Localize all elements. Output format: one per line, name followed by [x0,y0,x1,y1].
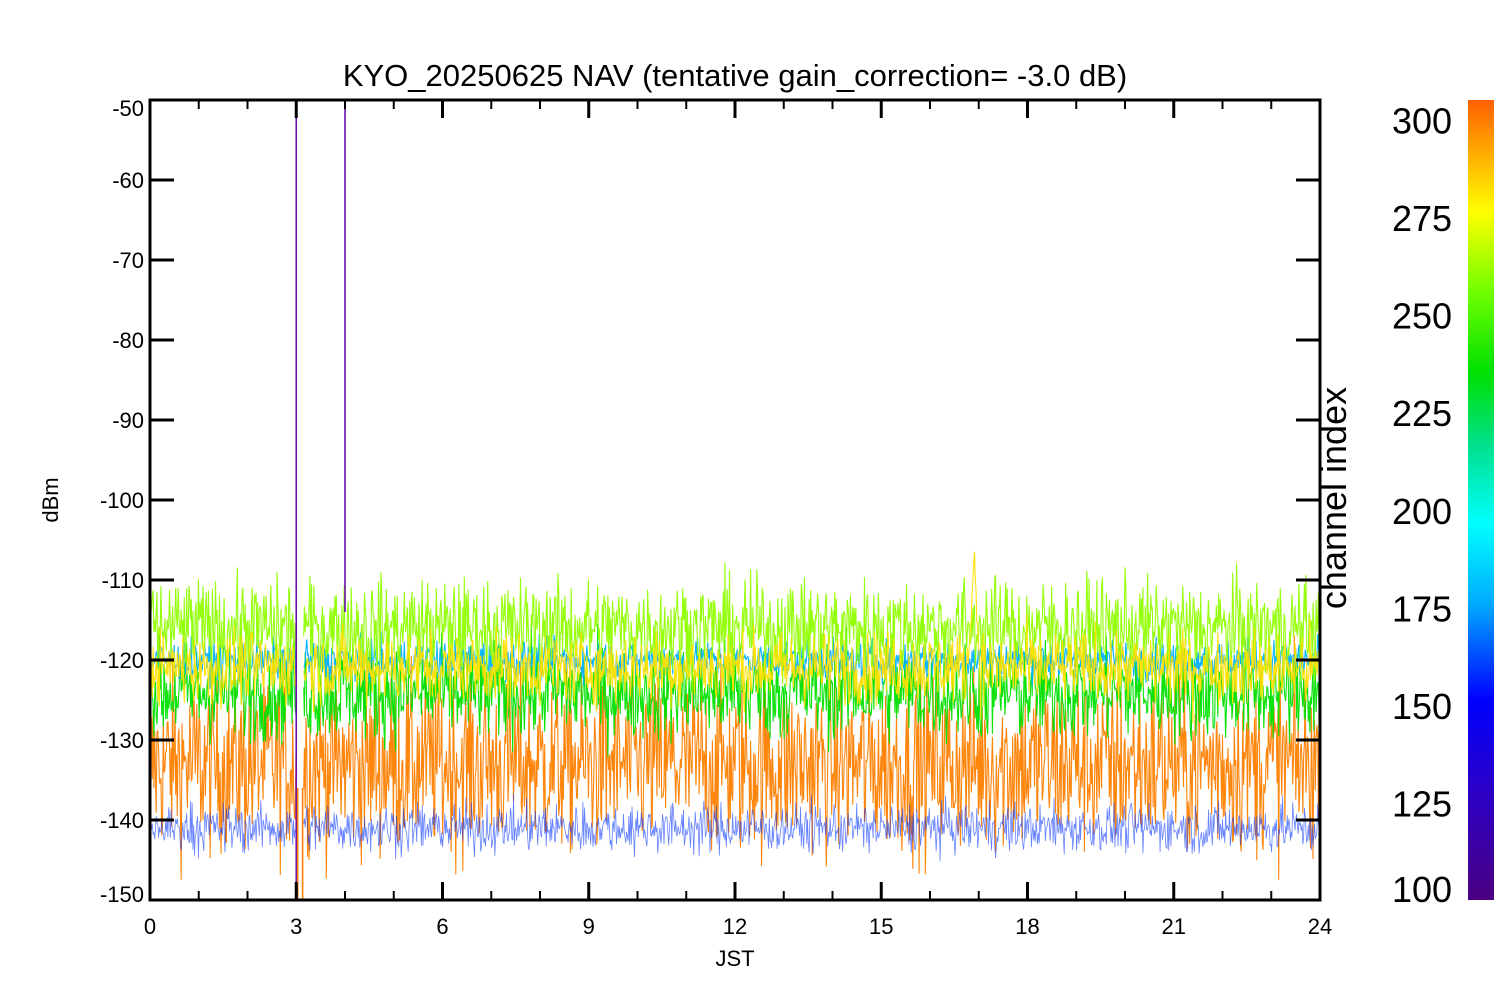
y-tick-label: -60 [112,168,144,193]
x-axis-label: JST [715,946,754,971]
series-line [303,635,1320,880]
x-tick-label: 0 [144,914,156,939]
colorbar-tick-label: 225 [1392,393,1452,434]
x-tick-label: 15 [869,914,893,939]
y-tick-label: -110 [102,568,144,593]
colorbar-tick-label: 100 [1392,869,1452,910]
y-tick-label: -50 [112,96,144,121]
event-layer [295,100,346,900]
y-tick-label: -120 [100,648,144,673]
y-tick-label: -90 [112,408,144,433]
x-tick-label: 9 [583,914,595,939]
series-line [303,624,1320,758]
y-tick-label: -150 [100,882,144,907]
x-tick-label: 6 [436,914,448,939]
chart-title: KYO_20250625 NAV (tentative gain_correct… [343,58,1127,93]
y-axis-label: dBm [38,477,63,522]
series-line [303,562,1320,693]
series-line [150,626,298,710]
series-line [303,793,1320,862]
y-tick-label: -70 [112,248,144,273]
colorbar-label: channel index [1313,387,1354,609]
x-tick-label: 18 [1015,914,1039,939]
x-axis: 0 3 6 9 12 15 18 21 24 [144,100,1332,939]
y-tick-label: -80 [112,328,144,353]
colorbar-tick-label: 200 [1392,491,1452,532]
data-gap [297,102,304,898]
x-tick-label: 12 [723,914,747,939]
colorbar-tick-label: 150 [1392,686,1452,727]
x-tick-label: 3 [290,914,302,939]
y-tick-label: -140 [100,808,144,833]
series-line [150,633,298,754]
y-tick-label: -100 [100,488,144,513]
x-tick-label: 21 [1162,914,1186,939]
colorbar-ticks: 100 125 150 175 200 225 250 275 300 [1392,101,1452,910]
colorbar-tick-label: 125 [1392,783,1452,824]
colorbar-tick-label: 175 [1392,588,1452,629]
colorbar [1468,100,1494,900]
y-axis: -50 -60 -70 -80 -90 -100 -110 -120 -130 -140 -150 [100,96,1320,907]
series-line [150,567,298,691]
colorbar-tick-label: 250 [1392,296,1452,337]
series-line [150,800,297,859]
data-layer [150,551,1320,880]
series-line [303,551,1320,724]
colorbar-tick-label: 300 [1392,101,1452,142]
y-tick-label: -130 [100,728,144,753]
x-tick-label: 24 [1308,914,1332,939]
colorbar-tick-label: 275 [1392,198,1452,239]
series-line [150,663,298,880]
